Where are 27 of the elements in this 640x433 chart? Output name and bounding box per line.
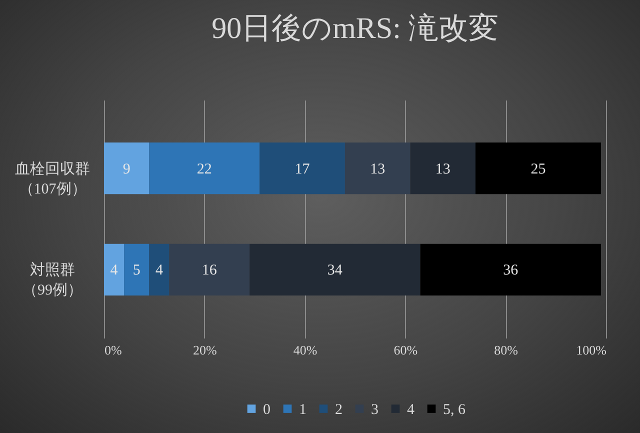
y-tick-label: 対照群（99例） xyxy=(22,262,82,299)
legend-label: 3 xyxy=(371,402,378,418)
legend-label: 0 xyxy=(263,402,270,418)
x-tick-label: 80% xyxy=(494,342,518,358)
legend-label: 5, 6 xyxy=(443,402,466,418)
legend-label: 4 xyxy=(407,402,415,418)
x-tick-label: 40% xyxy=(293,342,318,358)
data-label: 4 xyxy=(155,262,164,279)
data-label: 13 xyxy=(370,161,386,178)
data-label: 9 xyxy=(122,161,130,178)
data-label: 4 xyxy=(110,262,118,279)
data-label: 17 xyxy=(294,161,310,178)
x-tick-label: 20% xyxy=(192,342,217,358)
data-label: 5 xyxy=(132,262,140,279)
data-label: 13 xyxy=(435,161,450,178)
data-label: 16 xyxy=(202,262,218,279)
legend-label: 2 xyxy=(335,402,342,418)
data-label: 36 xyxy=(503,262,519,279)
x-tick-label: 60% xyxy=(394,342,418,358)
x-tick-label: 100% xyxy=(576,342,607,358)
legend-label: 1 xyxy=(299,402,306,418)
data-label: 34 xyxy=(327,262,343,279)
x-tick-label: 0% xyxy=(104,342,122,358)
data-label: 22 xyxy=(196,161,212,178)
data-label: 25 xyxy=(530,161,546,178)
chart-title: 90日後のmRS: 滝改変 xyxy=(212,12,498,45)
y-tick-label: 血栓回収群（107例） xyxy=(15,160,90,198)
